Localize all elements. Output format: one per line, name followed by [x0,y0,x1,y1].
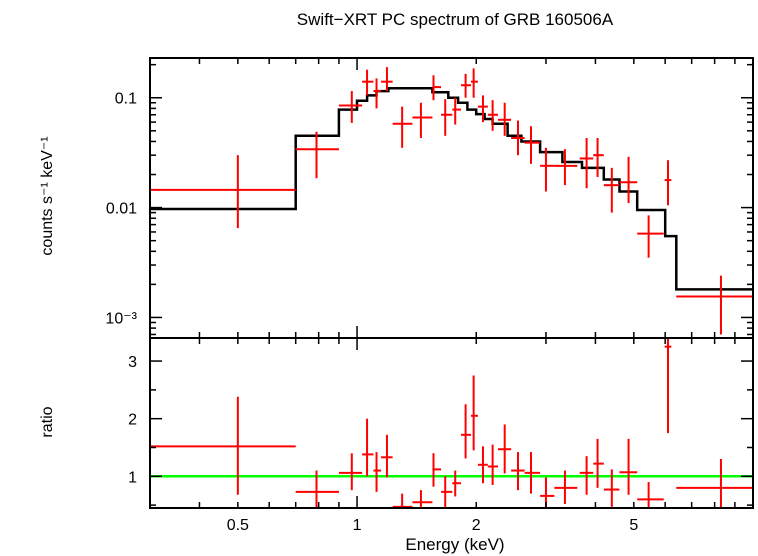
spectrum-data-point [554,149,578,186]
model-step-line [150,87,753,291]
spectrum-data-point [295,131,339,179]
spectrum-y-tick-label: 0.01 [106,201,137,218]
x-tick-label: 2 [472,517,481,534]
ratio-data-point [441,476,453,508]
ratio-y-tick-label: 2 [128,412,137,429]
x-tick-label: 1 [353,517,362,534]
ratio-panel-frame [149,337,754,509]
ratio-data-point [637,482,664,508]
spectrum-data-point [373,78,382,109]
ratio-data-point [412,490,433,508]
spectrum-panel: 0.1 0.01 10⁻³ [105,57,754,339]
ratio-data-point [460,404,471,459]
spectrum-y-tick-label: 0.1 [115,91,137,108]
ratio-data-point [150,396,296,495]
ratio-data-point [524,452,541,494]
ratio-data-point [470,375,478,451]
ratio-data-point [664,338,672,434]
spectrum-y-axis-label: counts s⁻¹ keV⁻¹ [39,136,56,255]
ratio-data-point [619,438,638,495]
spectrum-data-point [593,138,604,177]
spectrum-data-point [432,75,442,101]
ratio-data-point [452,470,461,497]
chart-title: Swift−XRT PC spectrum of GRB 160506A [297,10,614,29]
ratio-data-point [373,452,382,492]
ratio-data-point [511,452,525,491]
spectrum-data-point [381,67,393,92]
ratio-data-point [579,456,594,495]
spectrum-data-point [540,147,555,192]
ratio-y-tick-label: 1 [128,469,137,486]
spectrum-y-tick-label: 10⁻³ [105,310,137,327]
ratio-data-point [603,469,620,507]
ratio-data-point [392,493,413,508]
spectrum-data-point [477,95,488,123]
spectrum-data-point [676,275,753,335]
spectrum-panel-frame [149,57,754,339]
spectrum-data-point [441,99,453,136]
spectrum-data-point [498,102,512,136]
ratio-data-point [338,453,363,491]
spectrum-data-point [511,120,525,156]
spectrum-data-point [579,138,594,189]
spectrum-data-point [412,102,433,139]
ratio-data-point [295,470,339,508]
spectrum-data-point [487,100,499,131]
spectrum-data-point [362,69,374,96]
ratio-data-point [676,459,753,508]
spectrum-data-point [392,106,413,148]
ratio-y-axis-label: ratio [39,406,56,437]
spectrum-data-point [338,91,363,123]
spectrum-data-point [452,97,461,125]
ratio-data-point [381,434,393,478]
ratio-panel: 0.5 1 2 5 1 2 3 [128,337,754,534]
ratio-data-point [477,446,488,484]
ratio-data-point [593,438,604,488]
x-axis-label: Energy (keV) [405,535,504,554]
spectrum-data-point [460,73,471,98]
spectrum-data-point [619,156,638,204]
ratio-y-tick-label: 3 [128,354,137,371]
x-tick-label: 5 [629,517,638,534]
spectrum-data-point [637,215,664,258]
ratio-data-point [554,470,578,504]
spectrum-data-point [664,160,672,206]
spectrum-data-point [603,167,620,213]
spectrum-data-point [150,155,296,229]
ratio-data-point [487,444,499,485]
ratio-data-point [432,453,442,487]
ratio-data-point [540,477,555,508]
x-tick-label: 0.5 [227,517,249,534]
ratio-data-point [498,424,512,474]
ratio-data-point [362,418,374,477]
spectrum-data-point [524,126,541,164]
spectrum-data-point [470,68,478,98]
